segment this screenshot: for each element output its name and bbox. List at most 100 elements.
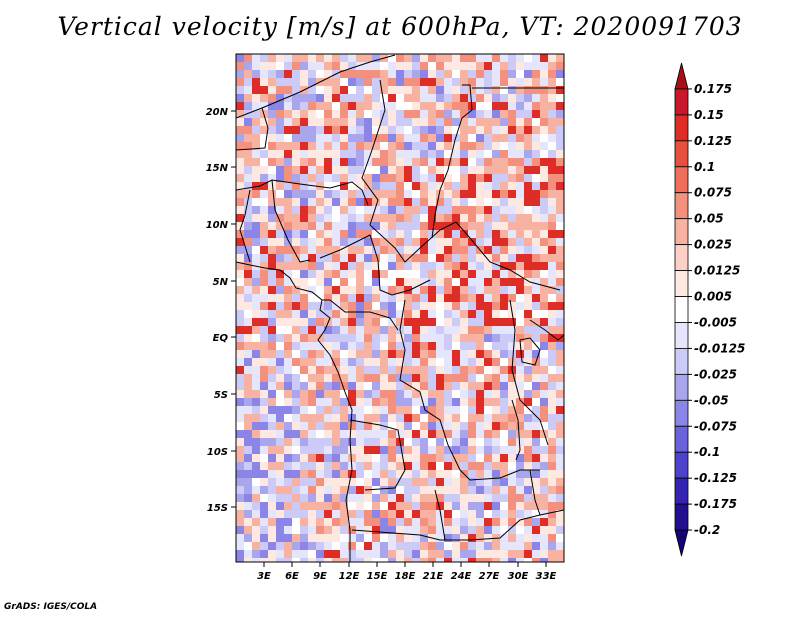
field-cell — [348, 54, 357, 63]
field-cell — [508, 470, 517, 479]
field-cell — [500, 390, 509, 399]
colorbar-box — [674, 477, 689, 505]
field-cell — [484, 166, 493, 175]
field-cell — [340, 342, 349, 351]
field-cell — [460, 246, 469, 255]
field-cell — [524, 518, 533, 527]
field-cell — [556, 382, 564, 391]
field-cell — [372, 278, 381, 287]
field-cell — [388, 286, 397, 295]
field-cell — [276, 334, 285, 343]
field-cell — [460, 462, 469, 471]
field-cell — [516, 334, 525, 343]
field-cell — [404, 94, 413, 103]
field-cell — [388, 70, 397, 79]
field-cell — [420, 454, 429, 463]
field-cell — [412, 182, 421, 191]
field-cell — [268, 366, 277, 375]
field-cell — [484, 262, 493, 271]
field-cell — [420, 78, 429, 87]
lon-label: 30E — [508, 571, 529, 582]
field-cell — [500, 222, 509, 231]
field-cell — [316, 118, 325, 127]
field-cell — [484, 278, 493, 287]
field-cell — [388, 254, 397, 263]
field-cell — [508, 350, 517, 359]
field-cell — [348, 430, 357, 439]
field-cell — [276, 110, 285, 119]
field-cell — [556, 350, 564, 359]
field-cell — [380, 142, 389, 151]
field-cell — [452, 414, 461, 423]
field-cell — [260, 534, 269, 543]
field-cell — [540, 110, 549, 119]
field-cell — [484, 174, 493, 183]
field-cell — [380, 414, 389, 423]
field-cell — [316, 190, 325, 199]
field-cell — [332, 422, 341, 431]
field-cell — [404, 238, 413, 247]
field-cell — [364, 374, 373, 383]
field-cell — [372, 438, 381, 447]
field-cell — [364, 94, 373, 103]
field-cell — [300, 94, 309, 103]
field-cell — [428, 174, 437, 183]
field-cell — [556, 270, 564, 279]
field-cell — [236, 118, 245, 127]
field-cell — [348, 206, 357, 215]
field-cell — [556, 150, 564, 159]
field-cell — [484, 374, 493, 383]
field-cell — [300, 478, 309, 487]
field-cell — [556, 414, 564, 423]
field-cell — [500, 182, 509, 191]
field-cell — [332, 470, 341, 479]
field-cell — [356, 142, 365, 151]
field-cell — [428, 470, 437, 479]
field-cell — [556, 166, 564, 175]
field-cell — [428, 406, 437, 415]
field-cell — [340, 358, 349, 367]
field-cell — [316, 550, 325, 559]
field-cell — [356, 438, 365, 447]
field-cell — [316, 86, 325, 95]
field-cell — [364, 470, 373, 479]
field-cell — [276, 462, 285, 471]
field-cell — [556, 430, 564, 439]
field-cell — [356, 206, 365, 215]
lon-label: 9E — [313, 571, 327, 582]
field-cell — [508, 278, 517, 287]
field-cell — [532, 454, 541, 463]
field-cell — [500, 510, 509, 519]
field-cell — [380, 190, 389, 199]
field-cell — [420, 222, 429, 231]
field-cell — [260, 94, 269, 103]
field-cell — [260, 142, 269, 151]
field-cell — [508, 558, 517, 562]
field-cell — [556, 302, 564, 311]
field-cell — [516, 542, 525, 551]
field-cell — [284, 182, 293, 191]
field-cell — [428, 150, 437, 159]
field-cell — [308, 254, 317, 263]
field-cell — [260, 86, 269, 95]
field-cell — [548, 110, 557, 119]
field-cell — [492, 334, 501, 343]
field-cell — [476, 254, 485, 263]
field-cell — [308, 158, 317, 167]
field-cell — [260, 518, 269, 527]
field-cell — [356, 62, 365, 71]
field-cell — [396, 558, 405, 562]
field-cell — [524, 558, 533, 562]
field-cell — [356, 374, 365, 383]
field-cell — [412, 534, 421, 543]
field-cell — [412, 422, 421, 431]
field-cell — [412, 246, 421, 255]
field-cell — [532, 558, 541, 562]
field-cell — [548, 86, 557, 95]
field-cell — [548, 318, 557, 327]
field-cell — [476, 174, 485, 183]
field-cell — [404, 502, 413, 511]
field-cell — [276, 470, 285, 479]
field-cell — [492, 478, 501, 487]
field-cell — [396, 230, 405, 239]
